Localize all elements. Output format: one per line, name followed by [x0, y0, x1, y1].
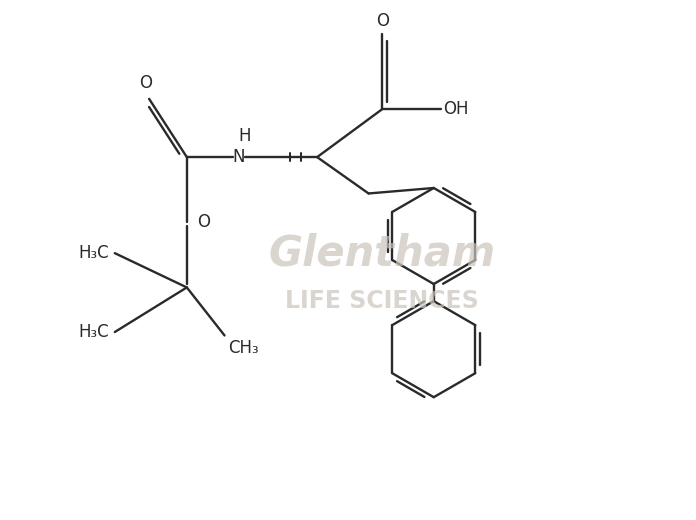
Text: H₃C: H₃C: [79, 244, 109, 262]
Text: O: O: [139, 74, 152, 92]
Text: Glentham: Glentham: [269, 232, 496, 274]
Text: LIFE SCIENCES: LIFE SCIENCES: [285, 289, 479, 313]
Text: OH: OH: [443, 100, 469, 118]
Text: CH₃: CH₃: [228, 339, 259, 357]
Text: O: O: [376, 12, 389, 30]
Text: O: O: [197, 213, 210, 231]
Text: H₃C: H₃C: [79, 323, 109, 341]
Text: H: H: [239, 127, 251, 145]
Text: N: N: [232, 148, 245, 166]
